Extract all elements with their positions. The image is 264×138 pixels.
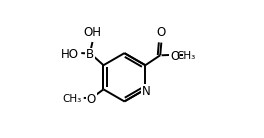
Text: N: N — [142, 85, 150, 98]
Text: CH₃: CH₃ — [177, 51, 196, 61]
Text: O: O — [87, 93, 96, 106]
Text: CH₃: CH₃ — [63, 94, 82, 104]
Text: B: B — [86, 48, 95, 61]
Text: O: O — [170, 50, 179, 63]
Text: HO: HO — [60, 48, 78, 61]
Text: OH: OH — [84, 26, 102, 39]
Text: O: O — [157, 26, 166, 39]
